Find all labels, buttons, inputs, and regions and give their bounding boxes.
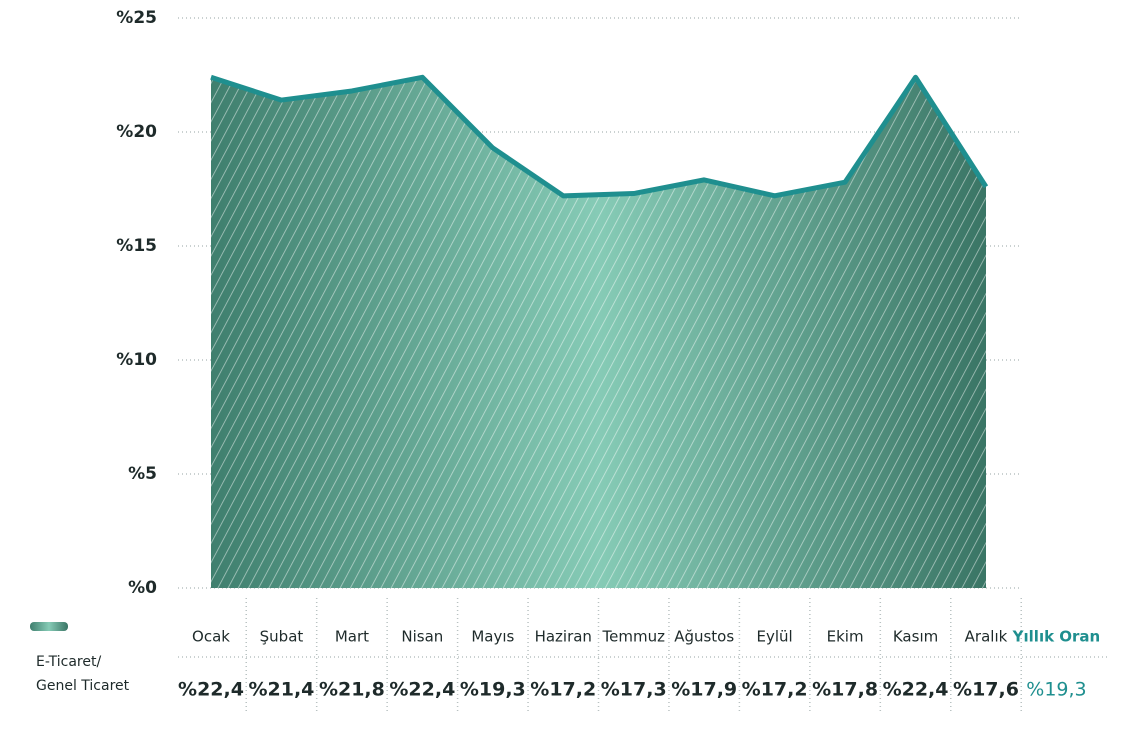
value-label: %21,4	[248, 679, 314, 701]
legend-label: E-Ticaret/ Genel Ticaret	[36, 654, 130, 694]
x-tick-label: Mart	[335, 628, 369, 646]
x-tick-label: Haziran	[535, 628, 592, 646]
x-tick-label: Nisan	[401, 628, 443, 646]
x-tick-label: Mayıs	[471, 628, 514, 646]
x-tick-label: Kasım	[893, 628, 938, 646]
annual-value: %19,3	[1026, 679, 1086, 701]
value-label: %17,8	[812, 679, 878, 701]
value-label: %17,9	[671, 679, 737, 701]
area-hatch	[211, 77, 986, 588]
x-tick-label: Temmuz	[602, 628, 666, 646]
y-tick-label: %0	[128, 578, 157, 598]
x-tick-label: Eylül	[757, 628, 793, 646]
x-tick-label: Şubat	[260, 628, 304, 646]
value-label: %17,2	[530, 679, 596, 701]
x-tick-label: Ağustos	[674, 628, 734, 646]
x-tick-label: Ocak	[192, 628, 230, 646]
y-tick-label: %15	[116, 236, 157, 256]
legend-swatch	[30, 622, 68, 631]
y-tick-label: %25	[116, 8, 157, 28]
value-label: %17,2	[742, 679, 808, 701]
value-label: %17,6	[953, 679, 1019, 701]
line	[210, 74, 989, 199]
y-tick-label: %20	[116, 122, 157, 142]
y-tick-label: %10	[116, 350, 157, 370]
value-label: %17,3	[601, 679, 667, 701]
value-label: %22,4	[883, 679, 949, 701]
value-label: %22,4	[178, 679, 244, 701]
value-label: %21,8	[319, 679, 385, 701]
y-tick-label: %5	[128, 464, 157, 484]
annual-label: Yıllık Oran	[1012, 628, 1101, 646]
value-label: %22,4	[389, 679, 455, 701]
value-label: %19,3	[460, 679, 526, 701]
x-tick-label: Aralık	[965, 628, 1008, 646]
x-tick-label: Ekim	[827, 628, 864, 646]
